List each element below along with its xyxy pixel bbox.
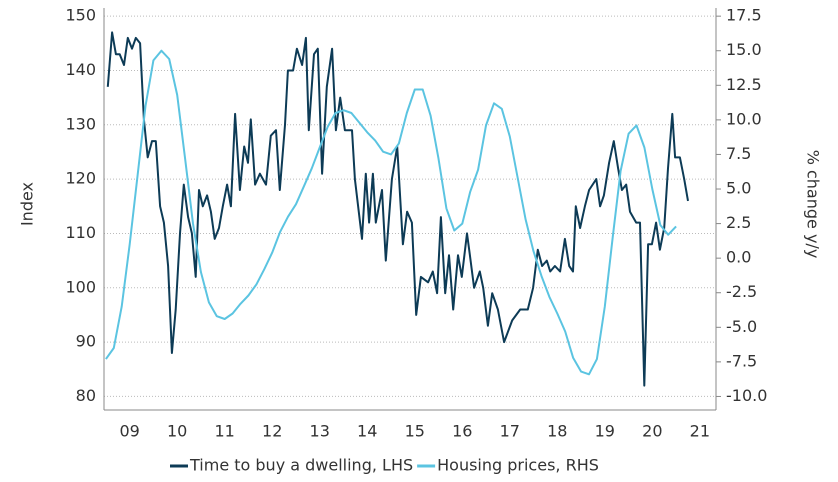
- x-tick-label: 14: [357, 422, 377, 441]
- x-tick-label: 09: [119, 422, 139, 441]
- y2-tick-label: 10.0: [726, 109, 762, 128]
- x-tick-label: 13: [310, 422, 330, 441]
- x-tick-label: 15: [405, 422, 425, 441]
- y-tick-label: 150: [65, 6, 96, 25]
- x-tick-label: 10: [167, 422, 187, 441]
- y2-tick-label: 12.5: [726, 75, 762, 94]
- x-tick-label: 20: [642, 422, 662, 441]
- x-tick-label: 12: [262, 422, 282, 441]
- y2-tick-label: -7.5: [726, 351, 757, 370]
- x-tick-label: 19: [595, 422, 615, 441]
- y2-tick-label: 0.0: [726, 248, 751, 267]
- x-tick-label: 18: [547, 422, 567, 441]
- y-tick-label: 120: [65, 169, 96, 188]
- legend-label: Housing prices, RHS: [437, 456, 599, 475]
- y-tick-label: 110: [65, 223, 96, 242]
- y2-tick-label: 7.5: [726, 144, 751, 163]
- y-tick-label: 80: [76, 386, 96, 405]
- y2-tick-label: -5.0: [726, 317, 757, 336]
- x-tick-label: 21: [690, 422, 710, 441]
- series-line: [106, 31, 689, 387]
- y2-axis-label: % change y/y: [804, 150, 823, 259]
- y2-tick-label: 5.0: [726, 179, 751, 198]
- y-axis-label: Index: [18, 182, 37, 226]
- y2-tick-label: -2.5: [726, 282, 757, 301]
- series-line: [105, 49, 677, 376]
- y-tick-label: 100: [65, 277, 96, 296]
- y-tick-label: 90: [76, 332, 96, 351]
- y-tick-label: 130: [65, 114, 96, 133]
- legend-label: Time to buy a dwelling, LHS: [189, 456, 413, 475]
- y2-tick-label: -10.0: [726, 386, 767, 405]
- x-tick-label: 11: [215, 422, 235, 441]
- y2-tick-label: 15.0: [726, 40, 762, 59]
- y2-tick-label: 2.5: [726, 213, 751, 232]
- x-tick-label: 16: [452, 422, 472, 441]
- y2-tick-label: 17.5: [726, 6, 762, 25]
- y-tick-label: 140: [65, 60, 96, 79]
- x-tick-label: 17: [500, 422, 520, 441]
